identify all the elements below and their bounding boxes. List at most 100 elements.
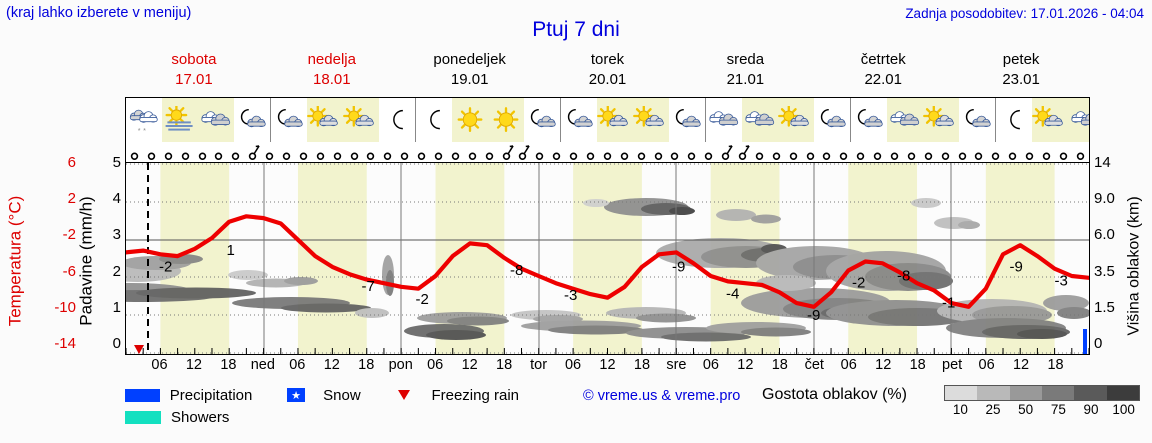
wind-symbol-2: [160, 142, 177, 162]
day-date: 20.01: [588, 71, 627, 89]
wind-calm-icon: [654, 152, 662, 160]
cloud-height-tick-1: 9.0: [1094, 190, 1115, 208]
day-name: petek: [1002, 51, 1040, 68]
wind-symbol-56: [1072, 142, 1089, 162]
day-header-4: sreda 21.01: [676, 50, 814, 95]
temperature-tick-3: -6: [62, 262, 76, 280]
legend-row-1: Precipitation ★ Snow Freezing rain: [125, 384, 545, 406]
moon-cloud-icon: [965, 108, 991, 127]
day-header-0: sobota 17.01: [125, 50, 263, 95]
weather-icon-cell-10: [488, 98, 524, 142]
cloud-density-label-3: 75: [1050, 402, 1066, 417]
location-menu-note: (kraj lahko izberete v meniju): [6, 5, 192, 21]
wind-symbol-22: [498, 142, 515, 162]
weather-icon-strip: ****: [125, 97, 1090, 142]
wind-calm-icon: [688, 152, 696, 160]
day-header-6: petek 23.01: [952, 50, 1090, 95]
wind-symbol-33: [683, 142, 700, 162]
day-date: 21.01: [726, 71, 765, 89]
wind-calm-icon: [130, 152, 139, 160]
cloud-density-title: Gostota oblakov (%): [762, 386, 907, 403]
temperature-point-label: -8: [897, 267, 910, 284]
cloud-height-tick-4: 1.5: [1094, 298, 1115, 316]
weather-icon-cell-17: [742, 98, 778, 142]
cloud-density-segment-1: [977, 386, 1010, 400]
cloud-density-segment-3: [1041, 386, 1075, 400]
svg-text:*: *: [143, 126, 146, 135]
x-tick-label-1: 12: [185, 357, 202, 373]
weather-icon-cell-18: [778, 98, 814, 142]
legend: Precipitation ★ Snow Freezing rain Showers: [125, 384, 545, 428]
weather-icon-cell-22: [923, 98, 959, 142]
precipitation-bar: [1083, 329, 1087, 354]
wind-symbol-46: [903, 142, 920, 162]
x-tick-label-3: ned: [250, 357, 275, 373]
day-name: četrtek: [860, 51, 906, 68]
day-date: 22.01: [864, 71, 902, 89]
moon-cloud-icon: [675, 108, 701, 127]
legend-label-1: Snow: [323, 386, 361, 404]
wind-calm-icon: [857, 152, 865, 160]
wind-calm-icon: [232, 152, 240, 160]
x-tick-label-14: 18: [633, 357, 651, 373]
x-tick-label-22: 18: [909, 357, 926, 373]
temperature-tick-1: 2: [67, 190, 76, 208]
wind-symbol-27: [582, 142, 599, 162]
temperature-axis-title: Temperatura (°C): [5, 195, 24, 326]
wind-symbol-1: [143, 142, 160, 162]
wind-symbol-0: [126, 142, 143, 162]
wind-calm-icon: [1076, 152, 1085, 160]
cloud-density-segment-0: [945, 386, 978, 400]
wind-symbol-16: [396, 142, 413, 162]
temperature-tick-5: -14: [54, 335, 76, 352]
weather-icon-cell-21: [887, 98, 923, 142]
wind-symbol-28: [599, 142, 616, 162]
wind-calm-icon: [840, 152, 848, 160]
weather-icon-cell-25: [1032, 98, 1068, 142]
wind-calm-icon: [198, 152, 206, 160]
temperature-point-label: -3: [1055, 273, 1068, 290]
wind-symbol-8: [261, 142, 278, 162]
wind-symbol-7: [244, 142, 261, 162]
cloud-density-segment-5: [1106, 386, 1139, 400]
wind-calm-icon: [890, 152, 899, 160]
wind-symbol-36: [734, 142, 751, 162]
cloud-height-tick-3: 3.5: [1094, 262, 1115, 280]
sun-cloud-icon: [597, 105, 628, 127]
sun-cloud-icon: [307, 105, 338, 127]
icon-day-2: [416, 98, 561, 142]
weather-icon-cell-0: * *: [126, 98, 162, 142]
cloud-height-tick-5: 0: [1094, 335, 1103, 352]
temperature-point-label: -9: [807, 307, 820, 324]
wind-calm-icon: [147, 152, 156, 160]
wind-calm-icon: [1042, 152, 1051, 160]
weather-icon-cell-8: [416, 98, 452, 142]
wind-calm-icon: [553, 152, 561, 160]
temperature-point-label: -2: [852, 275, 865, 292]
wind-symbol-50: [971, 142, 988, 162]
x-axis-labels: 06 12 18 ned 06 12 18 pon 06 12 18 tor 06 12 18 sre 06 12…: [125, 357, 1090, 377]
x-tick-label-24: 06: [978, 357, 995, 373]
legend-label-3: Showers: [171, 408, 230, 426]
moon-cloud-icon: [530, 108, 556, 127]
wind-calm-icon: [958, 152, 966, 160]
wind-calm-icon: [620, 152, 628, 160]
wind-calm-icon: [519, 144, 531, 160]
wind-symbol-49: [954, 142, 971, 162]
weather-icon-cell-24: [996, 98, 1032, 142]
precipitation-tick-0: 5: [112, 154, 121, 171]
cloud-icon: [745, 110, 775, 126]
wind-calm-icon: [1025, 152, 1034, 160]
x-tick-label-9: 12: [461, 357, 478, 373]
wind-calm-icon: [299, 152, 308, 160]
moon-cloud-icon: [240, 108, 266, 127]
wind-symbol-4: [194, 142, 211, 162]
wind-calm-icon: [367, 152, 375, 160]
wind-symbol-45: [886, 142, 903, 162]
wind-symbol-37: [751, 142, 768, 162]
day-name: sreda: [726, 51, 765, 68]
wind-symbol-26: [565, 142, 582, 162]
precipitation-tick-2: 3: [112, 226, 121, 244]
day-name: torek: [590, 51, 625, 68]
wind-calm-icon: [992, 152, 1000, 160]
